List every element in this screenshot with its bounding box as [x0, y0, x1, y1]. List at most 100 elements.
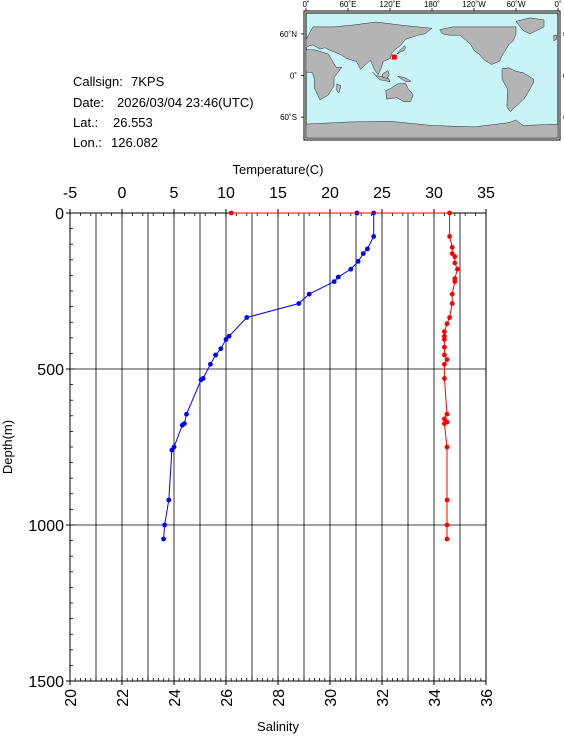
north-america-landmass — [439, 26, 517, 65]
temperature-tick-label: -5 — [63, 185, 77, 202]
salinity-point — [449, 301, 455, 306]
map-longitude-label: 180˚ — [424, 0, 440, 9]
temperature-point — [161, 536, 167, 542]
salinity-point — [452, 254, 458, 260]
depth-tick-label: 1500 — [28, 674, 64, 691]
lon-label: Lon.: — [73, 135, 102, 150]
temperature-point — [179, 422, 185, 428]
map-longitude-label: 60˚W — [506, 0, 526, 9]
indonesia-landmass — [372, 71, 391, 83]
callsign-label: Callsign: — [73, 74, 123, 89]
salinity-tick-label: 28 — [271, 689, 288, 707]
salinity-point — [442, 376, 447, 381]
salinity-point — [447, 234, 452, 239]
map-latitude-label: 60˚N — [280, 30, 298, 39]
map-longitude-label: 0˚ — [554, 0, 561, 9]
salinity-series — [228, 210, 460, 542]
greenland-landmass — [515, 17, 545, 35]
salinity-tick-label: 30 — [323, 689, 340, 707]
profile-series — [161, 210, 460, 542]
map-latitude-label: 0˚ — [290, 72, 297, 81]
salinity-point — [452, 279, 458, 284]
salinity-point — [444, 357, 450, 362]
map-latitude-label: 60˚S — [280, 113, 297, 122]
salinity-point — [447, 210, 452, 216]
map-landmasses — [305, 17, 559, 139]
map-longitude-label: 120˚W — [462, 0, 486, 9]
africa-landmass — [305, 49, 343, 101]
ts-profile-chart: -5 0 5 10 15 20 25 30 35 20 22 24 26 28 30 32 34 36 0 500… — [0, 162, 496, 734]
depth-tick-label: 500 — [37, 362, 64, 379]
temperature-tick-label: 15 — [269, 185, 287, 202]
depth-axis-title: Depth(m) — [0, 420, 15, 474]
salinity-point — [442, 361, 447, 367]
salinity-point — [449, 244, 455, 250]
temperature-point — [244, 315, 250, 320]
eurasia-landmass — [305, 21, 433, 76]
date-label: Date: — [73, 95, 104, 110]
map-longitude-label: 60˚E — [340, 0, 357, 9]
date-value: 2026/03/04 23:46(UTC) — [117, 95, 254, 110]
salinity-tick-label: 26 — [219, 689, 236, 707]
temperature-point — [166, 497, 172, 503]
temperature-point — [184, 411, 189, 417]
japan-landmass — [396, 45, 406, 55]
temperature-point — [306, 291, 312, 297]
salinity-point — [447, 315, 452, 320]
temperature-point — [296, 301, 302, 306]
australia-landmass — [385, 82, 414, 103]
uk-landmass — [553, 35, 557, 42]
temperature-point — [213, 352, 219, 358]
salinity-point — [449, 291, 455, 297]
salinity-tick-label: 24 — [167, 689, 184, 707]
temperature-point — [198, 377, 204, 383]
temperature-tick-label: 25 — [373, 185, 391, 202]
salinity-point — [455, 266, 460, 272]
station-location-marker — [391, 54, 397, 60]
salinity-axis-title: Salinity — [257, 719, 299, 734]
callsign-value: 7KPS — [131, 74, 165, 89]
salinity-point — [442, 344, 447, 350]
salinity-tick-label: 34 — [427, 689, 444, 707]
lon-value: 126.082 — [111, 135, 158, 150]
salinity-axis: 20 22 24 26 28 30 32 34 36 — [63, 676, 496, 707]
salinity-point — [442, 421, 447, 426]
borneo-landmass — [382, 70, 390, 79]
temperature-point — [226, 333, 232, 339]
temperature-line — [163, 212, 375, 540]
temperature-tick-label: 20 — [321, 185, 339, 202]
new-guinea-landmass — [397, 76, 412, 83]
temperature-axis: -5 0 5 10 15 20 25 30 35 — [63, 185, 495, 218]
temperature-point — [348, 266, 354, 272]
lat-value: 26.553 — [113, 115, 153, 130]
madagascar-landmass — [336, 83, 342, 94]
temperature-point — [335, 274, 341, 280]
temperature-point — [162, 522, 168, 528]
salinity-point — [452, 260, 458, 266]
map-longitude-ticks: 0˚ 60˚E 120˚E 180˚ 120˚W 60˚W 0˚ — [302, 0, 562, 11]
temperature-tick-label: 10 — [217, 185, 235, 202]
salinity-point — [444, 411, 450, 417]
map-longitude-label: 0˚ — [302, 0, 309, 9]
temperature-point — [218, 346, 224, 352]
salinity-line — [231, 212, 458, 539]
salinity-point — [228, 210, 234, 216]
temperature-point — [355, 259, 361, 264]
salinity-point — [444, 536, 450, 542]
salinity-point — [442, 329, 447, 334]
temperature-series — [161, 210, 377, 542]
temperature-point — [169, 447, 175, 453]
south-america-landmass — [501, 67, 534, 112]
salinity-point — [442, 337, 447, 342]
temperature-tick-label: 5 — [170, 185, 179, 202]
temperature-tick-label: 0 — [118, 185, 127, 202]
salinity-point — [444, 497, 450, 503]
salinity-point — [444, 522, 450, 528]
depth-axis: 0 500 1000 1500 — [28, 206, 75, 691]
antarctica-landmass — [305, 119, 559, 139]
temperature-point — [371, 234, 377, 239]
temperature-tick-label: 35 — [477, 185, 495, 202]
temperature-point — [208, 361, 213, 367]
